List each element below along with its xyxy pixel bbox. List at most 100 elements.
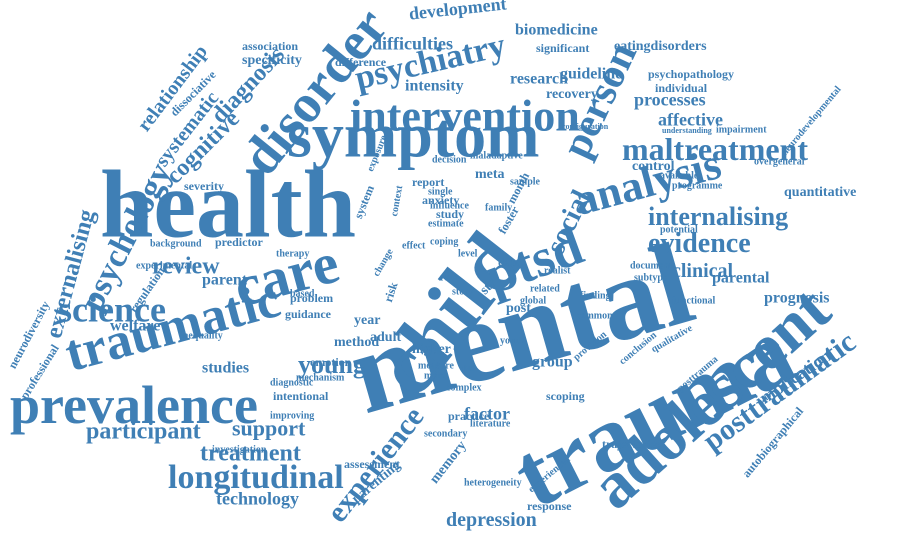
word-quantitative: quantitative — [784, 185, 857, 201]
word-youth: youth — [500, 335, 525, 347]
word-document: document — [630, 260, 673, 272]
word-development: development — [407, 0, 508, 24]
word-understanding: understanding — [662, 126, 712, 136]
word-depression: depression — [446, 509, 537, 531]
word-assessment: assessment — [344, 456, 400, 471]
word-decision: decision — [432, 154, 467, 166]
word-clinical: clinical — [672, 260, 734, 282]
word-available: available — [660, 170, 699, 182]
word-rate: rate — [440, 272, 458, 284]
word-individual: individual — [655, 80, 708, 95]
word-programme: programme — [672, 180, 723, 192]
word-investigation: investigation — [212, 444, 267, 456]
word-therapy: therapy — [276, 248, 310, 260]
word-subtype: subtype — [634, 272, 668, 284]
word-mechanism: mechanism — [296, 372, 345, 384]
word-inequality: inequality — [180, 330, 223, 342]
word-intensity: intensity — [405, 77, 464, 95]
word-literature: literature — [470, 418, 511, 430]
word-difference: difference — [335, 54, 387, 69]
word-method: method — [334, 335, 380, 351]
word-control: control — [632, 159, 675, 175]
word-eatingdisorders: eatingdisorders — [614, 39, 707, 55]
word-configuration: configuration — [562, 122, 609, 132]
word-work: work — [420, 346, 443, 358]
word-group: group — [532, 353, 573, 371]
word-prognosis: prognosis — [764, 289, 830, 307]
word-welfare: welfare — [110, 317, 161, 335]
word-heterogeneity: heterogeneity — [464, 477, 522, 489]
word-finding: finding — [580, 290, 611, 302]
word-evidence: evidence — [648, 228, 751, 260]
word-neurodevelopmental: neurodevelopmental — [779, 84, 844, 158]
word-meta: meta — [475, 167, 505, 183]
word-study: study — [436, 206, 465, 221]
word-problem: problem — [290, 290, 334, 305]
word-support: support — [232, 415, 306, 441]
word-association: association — [242, 38, 299, 53]
word-psychopathology: psychopathology — [648, 66, 735, 81]
word-prevalence: prevalence — [10, 375, 258, 436]
word-improving: improving — [270, 410, 315, 422]
word-estimate: estimate — [428, 218, 464, 230]
word-higher: higher — [412, 342, 451, 358]
word-experimental: experimental — [136, 260, 193, 272]
word-complex: complex — [446, 382, 482, 394]
word-biomedicine: biomedicine — [515, 21, 598, 39]
word-anxiety: anxiety — [422, 192, 460, 207]
word-young: young — [298, 349, 366, 379]
word-adult: adult — [370, 330, 402, 346]
word-participant: participant — [86, 418, 201, 445]
word-trajectories: trajectories — [602, 436, 661, 451]
word-change: change — [371, 247, 396, 279]
word-review: review — [152, 253, 220, 280]
word-maladaptive: maladaptive — [470, 150, 523, 162]
word-parent: parent — [202, 271, 248, 289]
word-diagnostic: diagnostic — [270, 377, 314, 389]
word-level: level — [458, 248, 478, 260]
word-specificity: specificity — [242, 53, 302, 69]
word-guideline: guideline — [560, 65, 623, 83]
word-technology: technology — [216, 488, 299, 509]
word-background: background — [150, 238, 202, 250]
word-realist: realist — [544, 265, 571, 277]
word-potential: potential — [660, 224, 698, 236]
word-guidance: guidance — [285, 306, 332, 321]
word-measure: measure — [418, 360, 454, 372]
word-difficulties: difficulties — [372, 33, 453, 54]
word-story: story — [452, 286, 474, 298]
word-more: more — [424, 370, 447, 382]
word-research: research — [510, 70, 569, 88]
word-functional: functional — [672, 295, 716, 307]
word-parental: parental — [712, 269, 770, 287]
word-emotion: emotion — [310, 354, 352, 369]
word-global: global — [520, 295, 547, 307]
word-practice: practice — [448, 408, 490, 423]
word-effect: effect — [402, 240, 426, 252]
word-impairment: impairment — [716, 124, 767, 136]
word-science: science — [58, 289, 166, 330]
word-intentional: intentional — [273, 388, 329, 403]
word-related: related — [530, 283, 560, 295]
word-recovery: recovery — [546, 87, 598, 103]
word-intervention: intervention — [350, 91, 580, 141]
word-secondary: secondary — [424, 428, 468, 440]
word-affective: affective — [658, 109, 723, 130]
word-pts: pts — [462, 362, 475, 374]
word-processes: processes — [634, 89, 706, 110]
word-sample: sample — [510, 176, 540, 188]
word-maltreatment: maltreatment — [622, 130, 808, 167]
word-factor: factor — [464, 403, 510, 424]
word-report: report — [412, 174, 445, 189]
word-data: data — [498, 254, 521, 269]
word-influence: influence — [430, 200, 469, 212]
word-predictor: predictor — [215, 234, 263, 249]
word-scoping: scoping — [546, 388, 585, 403]
word-post: post — [506, 301, 531, 317]
word-based: based — [290, 288, 315, 300]
word-context: context — [389, 184, 406, 218]
word-overgeneral: overgeneral — [754, 156, 805, 168]
word-year: year — [354, 313, 381, 329]
word-symptom: symptom — [287, 99, 540, 171]
word-internalising: internalising — [648, 201, 789, 231]
